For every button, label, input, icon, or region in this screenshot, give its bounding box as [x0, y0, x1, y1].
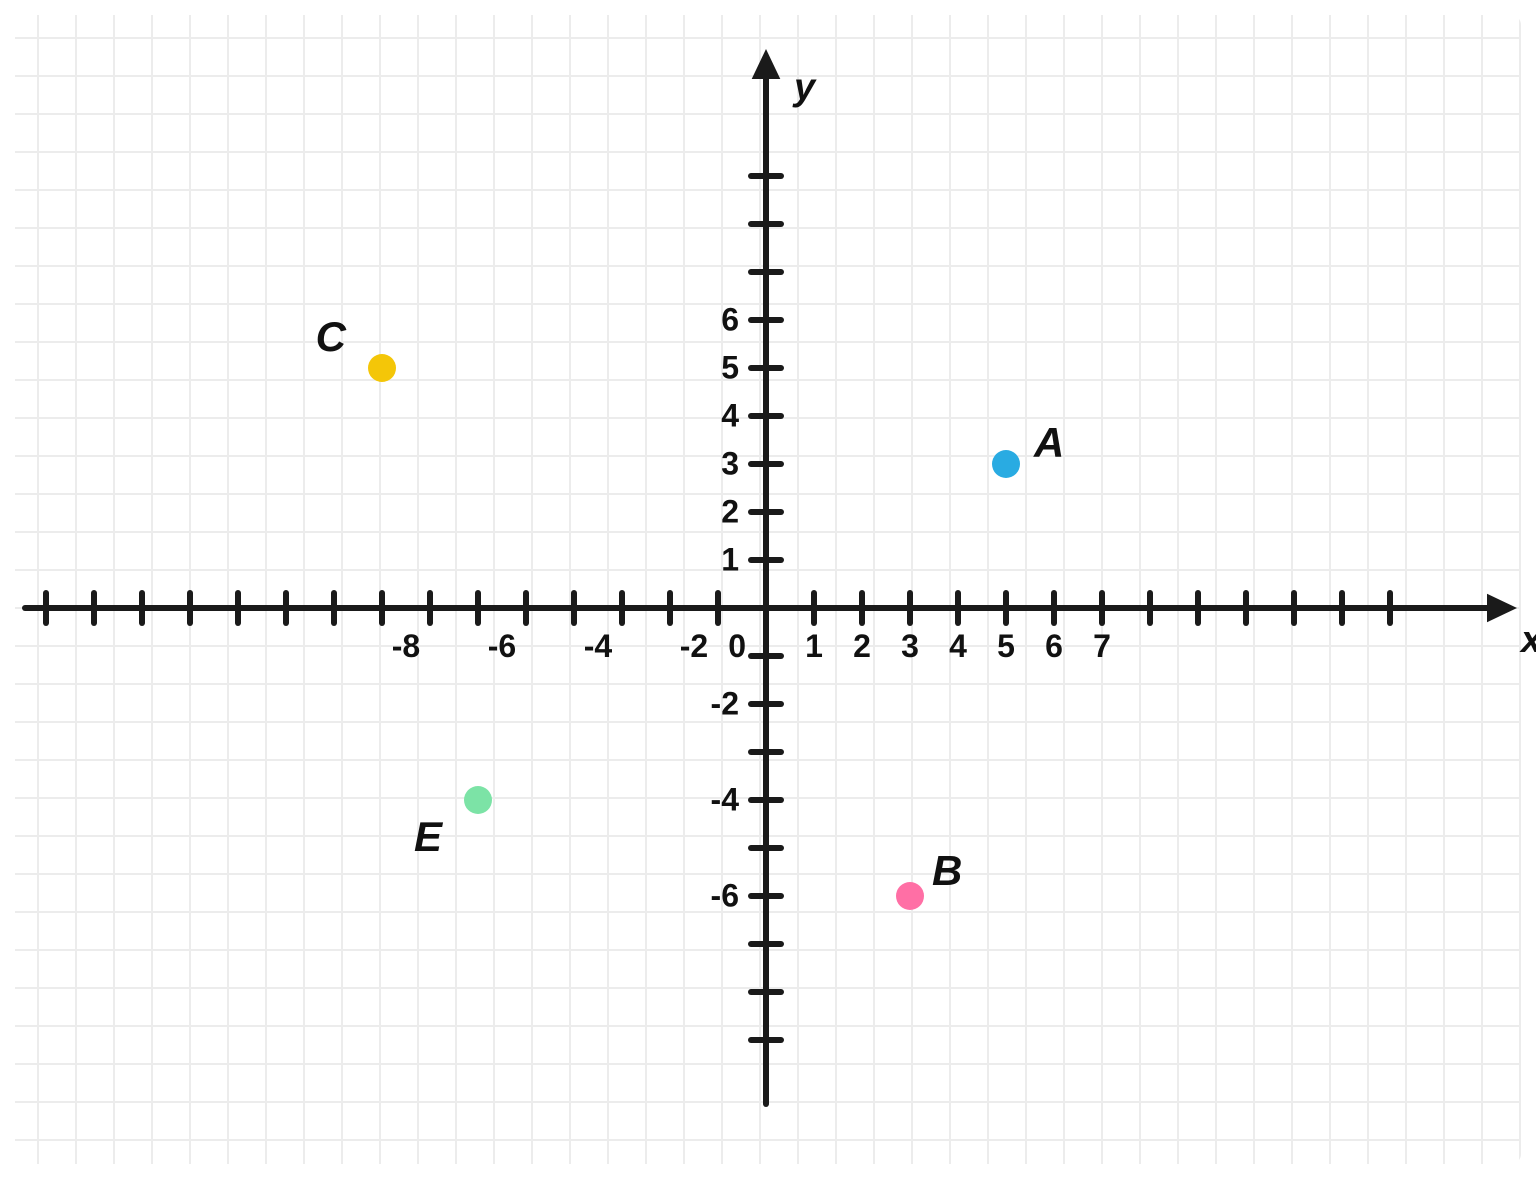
tick-label: 6 [1045, 628, 1063, 664]
tick-label: -6 [488, 628, 516, 664]
tick-label: 6 [721, 301, 739, 337]
tick-label: 5 [997, 628, 1015, 664]
point-e [464, 786, 492, 814]
tick-label: -6 [711, 877, 739, 913]
tick-label: 3 [721, 445, 739, 481]
chart-svg: 1234567-2-4-6-80123456-2-4-6xyABCE [0, 0, 1536, 1179]
point-label-b: B [932, 847, 962, 894]
point-label-a: A [1033, 419, 1064, 466]
tick-label: -4 [584, 628, 613, 664]
coordinate-plane-chart: 1234567-2-4-6-80123456-2-4-6xyABCE [0, 0, 1536, 1179]
tick-label: 0 [728, 628, 746, 664]
tick-label: 4 [949, 628, 967, 664]
tick-label: 2 [853, 628, 871, 664]
tick-label: 5 [721, 349, 739, 385]
point-c [368, 354, 396, 382]
tick-label: 2 [721, 493, 739, 529]
y-axis-label: y [792, 66, 817, 108]
point-label-c: C [316, 313, 347, 360]
point-a [992, 450, 1020, 478]
point-label-e: E [414, 813, 444, 860]
tick-label: -2 [711, 685, 739, 721]
x-axis-label: x [1519, 619, 1536, 661]
tick-label: -8 [392, 628, 420, 664]
tick-label: 4 [721, 397, 739, 433]
tick-label: 1 [721, 541, 739, 577]
tick-label: -2 [680, 628, 708, 664]
tick-label: 3 [901, 628, 919, 664]
tick-label: 1 [805, 628, 823, 664]
tick-label: -4 [711, 781, 740, 817]
point-b [896, 882, 924, 910]
tick-label: 7 [1093, 628, 1111, 664]
